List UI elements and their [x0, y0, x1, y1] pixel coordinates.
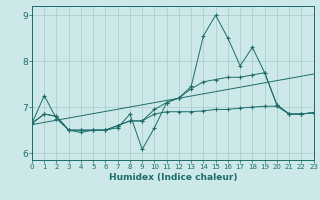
X-axis label: Humidex (Indice chaleur): Humidex (Indice chaleur) [108, 173, 237, 182]
